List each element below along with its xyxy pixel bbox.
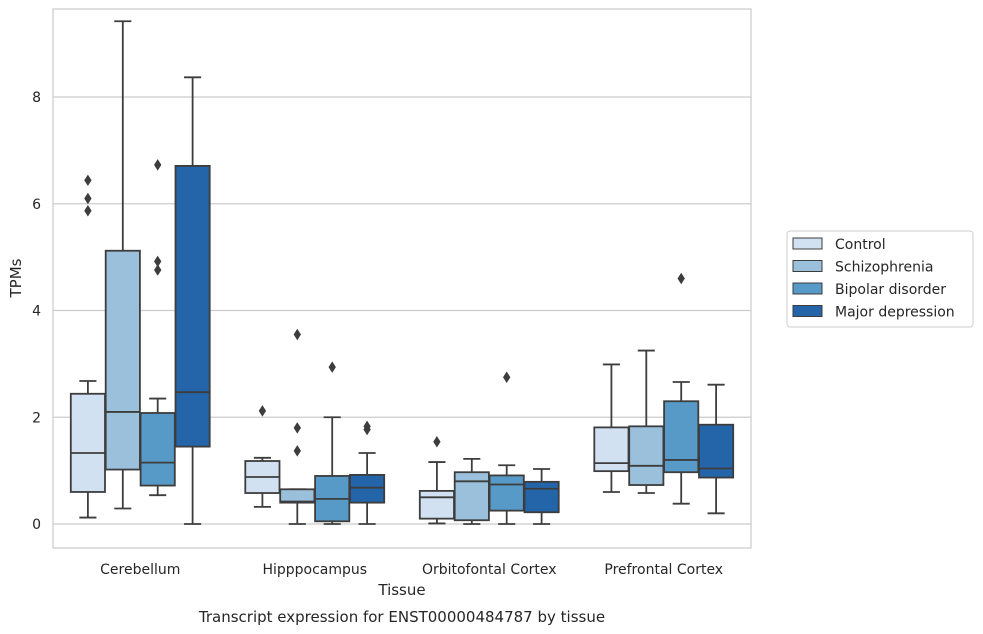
box-body <box>453 471 490 522</box>
legend-label: Major depression <box>835 305 955 321</box>
box-body <box>139 412 176 487</box>
x-tick-label-orbitofontal-cortex: Orbitofontal Cortex <box>422 562 557 578</box>
y-tick-label: 6 <box>32 197 41 213</box>
box-body <box>69 392 106 493</box>
box-control-hipppocampus <box>244 405 281 508</box>
box-bipolar-disorder-prefrontal-cortex <box>663 272 700 505</box>
box-major-depression-hipppocampus <box>349 420 386 525</box>
outlier-point <box>258 405 267 417</box>
box-schizophrenia-hipppocampus <box>279 328 316 525</box>
box-body <box>488 474 525 512</box>
box-bipolar-disorder-orbitofontal-cortex <box>488 371 525 525</box>
legend-item-major-depression: Major depression <box>792 305 955 321</box>
outlier-point <box>677 272 685 285</box>
box-bipolar-disorder-cerebellum <box>139 159 176 497</box>
legend-frame <box>786 230 974 328</box>
x-tick-labels: Cerebellum Hipppocampus Orbitofontal Corte… <box>100 562 723 578</box>
box-schizophrenia-cerebellum <box>104 20 141 510</box>
outlier-point <box>328 361 336 373</box>
legend-item-schizophrenia: Schizophrenia <box>792 260 933 276</box>
outlier-point <box>293 445 301 457</box>
box-body <box>628 425 665 486</box>
legend-label: Control <box>835 237 886 253</box>
box-major-depression-orbitofontal-cortex <box>523 468 560 525</box>
y-tick-label: 0 <box>32 517 41 533</box>
legend: Control Schizophrenia Bipolar disorder Majo… <box>786 230 974 328</box>
x-tick-label-cerebellum: Cerebellum <box>100 562 180 578</box>
outlier-point <box>154 264 162 276</box>
outlier-point <box>84 192 92 205</box>
outlier-point <box>433 436 441 448</box>
box-major-depression-cerebellum <box>174 76 211 525</box>
x-tick-label-hipppocampus: Hipppocampus <box>262 562 367 578</box>
legend-label: Schizophrenia <box>835 260 933 276</box>
chart-caption: Transcript expression for ENST0000048478… <box>198 608 605 626</box>
plot-frame <box>52 8 752 549</box>
box-body <box>418 489 455 520</box>
outlier-point <box>293 422 301 434</box>
box-body <box>593 426 630 473</box>
legend-swatch <box>792 237 823 250</box>
y-axis-label: TPMs <box>7 258 25 298</box>
box-body <box>698 423 735 479</box>
boxes <box>69 20 735 525</box>
box-control-prefrontal-cortex <box>593 363 630 493</box>
outlier-point <box>84 174 92 187</box>
x-tick-label-prefrontal-cortex: Prefrontal Cortex <box>604 562 723 578</box>
legend-swatch <box>792 305 823 317</box>
outlier-point <box>293 328 301 341</box>
box-major-depression-prefrontal-cortex <box>698 383 735 515</box>
outlier-point <box>84 204 92 217</box>
y-tick-labels: 0 2 4 6 8 <box>32 90 41 533</box>
legend-label: Bipolar disorder <box>835 282 946 298</box>
box-schizophrenia-prefrontal-cortex <box>628 349 665 494</box>
legend-swatch <box>792 282 823 295</box>
box-schizophrenia-orbitofontal-cortex <box>453 457 490 525</box>
box-body <box>523 480 560 514</box>
y-tick-label: 8 <box>32 90 41 106</box>
x-axis-label: Tissue <box>377 581 425 599</box>
outlier-point <box>503 371 511 383</box>
outlier-point <box>154 159 162 171</box>
box-control-orbitofontal-cortex <box>418 436 455 525</box>
box-body <box>349 473 386 504</box>
legend-item-control: Control <box>792 237 886 253</box>
legend-item-bipolar-disorder: Bipolar disorder <box>792 282 946 298</box>
box-body <box>663 400 700 474</box>
box-body <box>279 488 316 504</box>
box-control-cerebellum <box>69 174 106 519</box>
legend-swatch <box>792 260 823 272</box>
y-tick-label: 4 <box>32 304 41 320</box>
box-body <box>104 249 141 471</box>
outlier-point <box>363 423 371 436</box>
box-bipolar-disorder-hipppocampus <box>314 361 351 525</box>
box-body <box>174 164 211 448</box>
y-tick-label: 2 <box>32 410 41 426</box>
